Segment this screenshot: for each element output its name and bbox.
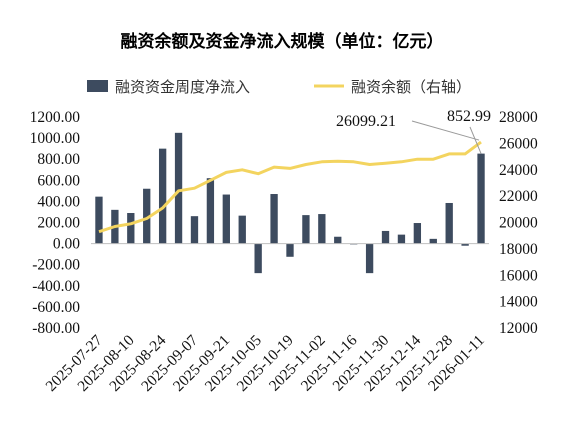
bar — [238, 215, 246, 244]
left-tick-label: -400.00 — [32, 278, 80, 295]
left-tick-label: -200.00 — [32, 257, 80, 274]
left-tick-label: 0.00 — [53, 236, 80, 253]
left-tick-label: -600.00 — [32, 299, 80, 316]
bar — [143, 188, 151, 244]
bar — [158, 148, 167, 244]
right-tick-label: 18000 — [499, 241, 538, 258]
right-tick-label: 20000 — [499, 215, 538, 232]
left-tick-label: 1000.00 — [30, 130, 81, 147]
right-axis: 28000 26000 24000 22000 20000 18000 16000 14000… — [499, 109, 538, 337]
bar — [445, 202, 453, 244]
annotation-leader-inflow — [469, 126, 482, 154]
bar — [206, 178, 215, 244]
bar — [461, 243, 469, 246]
right-tick-label: 28000 — [499, 109, 538, 126]
left-tick-label: 1200.00 — [30, 109, 81, 126]
bar — [381, 230, 390, 244]
annotation-balance: 26099.21 — [336, 113, 396, 130]
left-tick-label: 200.00 — [37, 215, 80, 232]
legend-label-line: 融资余额（右轴） — [351, 78, 471, 96]
bar — [334, 236, 342, 244]
bar — [270, 194, 278, 244]
annotation-inflow: 852.99 — [447, 108, 491, 125]
legend-swatch-bar — [87, 80, 108, 92]
right-tick-label: 16000 — [499, 267, 538, 284]
bar — [365, 243, 374, 274]
chart-title: 融资余额及资金净流入规模（单位：亿元） — [121, 31, 444, 52]
left-tick-label: -800.00 — [32, 320, 80, 337]
annotations: 26099.21 852.99 — [336, 108, 491, 154]
bar — [222, 194, 230, 244]
bar — [286, 243, 294, 257]
line-series — [98, 140, 482, 234]
left-tick-label: 600.00 — [37, 172, 80, 189]
right-tick-label: 22000 — [499, 188, 538, 205]
left-tick-label: 800.00 — [37, 151, 80, 168]
legend: 融资资金周度净流入 融资余额（右轴） — [87, 78, 471, 96]
bar — [397, 234, 406, 244]
right-tick-label: 26000 — [499, 135, 538, 152]
annotation-leader-balance — [411, 120, 480, 141]
x-axis: 2025-07-272025-08-102025-08-242025-09-07… — [43, 332, 488, 395]
bar — [302, 215, 310, 244]
right-tick-label: 12000 — [499, 320, 538, 337]
right-tick-label: 24000 — [499, 162, 538, 179]
bar — [95, 196, 103, 244]
bar — [190, 216, 199, 244]
left-tick-label: 400.00 — [37, 193, 80, 210]
left-axis: 1200.00 1000.00 800.00 600.00 400.00 200.00 0.… — [30, 109, 81, 337]
bar — [318, 214, 326, 244]
bar — [429, 238, 437, 244]
bar — [174, 132, 183, 244]
legend-label-bar: 融资资金周度净流入 — [115, 78, 250, 96]
bar — [254, 243, 262, 274]
right-tick-label: 14000 — [499, 294, 538, 311]
bar — [413, 223, 422, 244]
bar-series — [95, 132, 485, 274]
bar — [127, 213, 135, 244]
bar — [477, 153, 485, 244]
